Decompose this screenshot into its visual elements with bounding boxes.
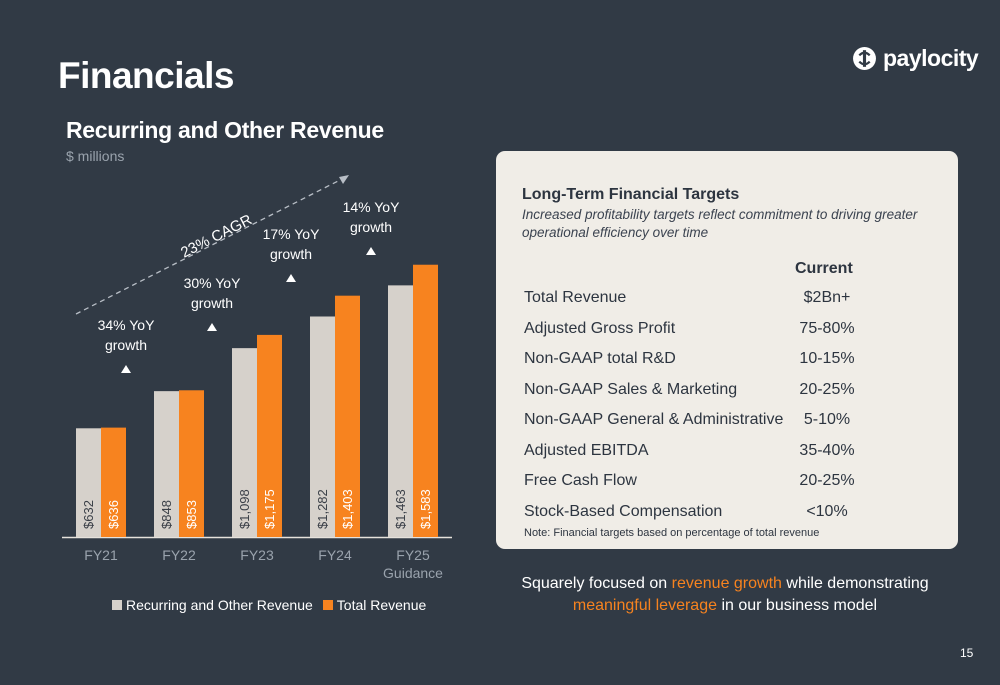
x-tick-label-0: FY21 <box>84 547 118 563</box>
target-label: Stock-Based Compensation <box>524 502 723 520</box>
target-label: Adjusted Gross Profit <box>524 319 676 337</box>
target-row: Non-GAAP General & Administrative 5-10% <box>524 407 924 438</box>
x-tick-label-2: FY23 <box>240 547 274 563</box>
target-label: Adjusted EBITDA <box>524 441 649 459</box>
x-tick-label-4-line2: Guidance <box>383 565 443 581</box>
bar-recurring-2 <box>232 348 257 537</box>
target-value: 20-25% <box>799 472 855 489</box>
bar-total-0 <box>101 427 126 537</box>
growth-annotation-3-line2: growth <box>350 219 392 235</box>
growth-annotation-2-line1: 17% YoY <box>263 226 320 242</box>
target-value: $2Bn+ <box>803 289 851 306</box>
target-row: Non-GAAP Sales & Marketing 20-25% <box>524 377 924 408</box>
legend-swatch-recurring <box>112 600 122 610</box>
cagr-label: 23% CAGR <box>178 211 255 261</box>
tagline-highlight: meaningful leverage <box>572 597 717 614</box>
data-label-recurring-2: $1,098 <box>237 489 252 529</box>
legend-item-total: Total Revenue <box>322 597 427 613</box>
targets-card: Long-Term Financial Targets Increased pr… <box>496 151 958 549</box>
bar-total-2 <box>257 334 282 537</box>
growth-annotation-3-line1: 14% YoY <box>343 199 400 215</box>
target-label: Non-GAAP Sales & Marketing <box>524 380 738 398</box>
targets-subtitle: Increased profitability targets reflect … <box>522 207 918 240</box>
legend-swatch-total <box>322 600 333 610</box>
bar-recurring-1 <box>154 391 179 537</box>
bar-recurring-4 <box>388 285 413 537</box>
growth-up-triangle-icon-2 <box>286 274 296 282</box>
data-label-total-4: $1,583 <box>418 489 433 529</box>
bar-recurring-3 <box>310 316 335 537</box>
target-row: Stock-Based Compensation <10% <box>524 499 924 530</box>
data-label-recurring-3: $1,282 <box>315 489 330 529</box>
growth-annotation-1-line1: 30% YoY <box>184 275 241 291</box>
bar-total-4 <box>413 264 438 537</box>
target-label: Total Revenue <box>524 289 627 306</box>
data-label-total-0: $636 <box>106 500 121 529</box>
growth-annotation-0-line1: 34% YoY <box>98 317 155 333</box>
growth-up-triangle-icon-1 <box>207 323 217 331</box>
data-label-recurring-1: $848 <box>159 500 174 529</box>
target-value: 10-15% <box>799 350 855 367</box>
target-row: Adjusted EBITDA 35-40% <box>524 438 924 469</box>
data-label-total-2: $1,175 <box>262 489 277 529</box>
target-value: 5-10% <box>803 411 851 428</box>
growth-up-triangle-icon-3 <box>366 247 376 255</box>
target-row: Non-GAAP total R&D 10-15% <box>524 346 924 377</box>
x-tick-label-1: FY22 <box>162 547 196 563</box>
revenue-bar-chart: $632 $636 FY21 $848 $853 FY22 $1,098 $1,175 FY23… <box>62 175 452 581</box>
target-label: Non-GAAP total R&D <box>524 350 676 367</box>
cagr-arrow-icon <box>339 175 349 184</box>
targets-note: Note: Financial targets based on percent… <box>524 527 820 539</box>
legend-label-recurring: Recurring and Other Revenue <box>126 597 313 613</box>
target-row: Free Cash Flow 20-25% <box>524 468 924 499</box>
paylocity-logo-icon <box>853 47 876 70</box>
targets-title: Long-Term Financial Targets <box>522 186 740 203</box>
target-value: 35-40% <box>799 441 855 459</box>
growth-annotation-1-line2: growth <box>191 295 233 311</box>
targets-column-header: Current <box>795 260 853 277</box>
target-value: <10% <box>806 502 848 520</box>
growth-annotation-0-line2: growth <box>105 337 147 353</box>
bar-total-1 <box>179 390 204 537</box>
data-label-total-1: $853 <box>184 500 199 529</box>
target-value: 20-25% <box>799 380 855 398</box>
bar-recurring-0 <box>76 428 101 537</box>
tagline-text: while demonstrating <box>781 575 929 592</box>
brand-name: paylocity <box>883 45 979 71</box>
data-label-recurring-0: $632 <box>81 500 96 529</box>
legend-item-recurring: Recurring and Other Revenue <box>112 597 313 613</box>
targets-table: Total Revenue $2Bn+ Adjusted Gross Profi… <box>524 285 924 529</box>
bar-total-3 <box>335 295 360 537</box>
legend-label-total: Total Revenue <box>336 597 427 613</box>
chart-units: $ millions <box>66 148 125 164</box>
target-label: Free Cash Flow <box>524 472 637 489</box>
tagline-text: in our business model <box>717 597 878 614</box>
x-tick-label-4: FY25 <box>396 547 430 563</box>
chart-legend: Recurring and Other Revenue Total Revenu… <box>112 597 426 613</box>
chart-title: Recurring and Other Revenue <box>66 117 384 143</box>
growth-annotation-2-line2: growth <box>270 246 312 262</box>
data-label-total-3: $1,403 <box>340 489 355 529</box>
target-row: Total Revenue $2Bn+ <box>524 285 924 316</box>
x-tick-label-3: FY24 <box>318 547 352 563</box>
brand-logo: paylocity <box>852 45 979 72</box>
data-label-recurring-4: $1,463 <box>393 489 408 529</box>
page-title: Financials <box>58 55 234 96</box>
target-row: Adjusted Gross Profit 75-80% <box>524 316 924 347</box>
tagline-highlight: revenue growth <box>671 575 782 592</box>
target-value: 75-80% <box>799 319 855 337</box>
tagline-text: Squarely focused on <box>521 575 672 592</box>
page-number: 15 <box>960 646 974 660</box>
tagline: Squarely focused on revenue growth while… <box>520 573 930 617</box>
target-label: Non-GAAP General & Administrative <box>524 411 784 428</box>
growth-up-triangle-icon-0 <box>121 365 131 373</box>
